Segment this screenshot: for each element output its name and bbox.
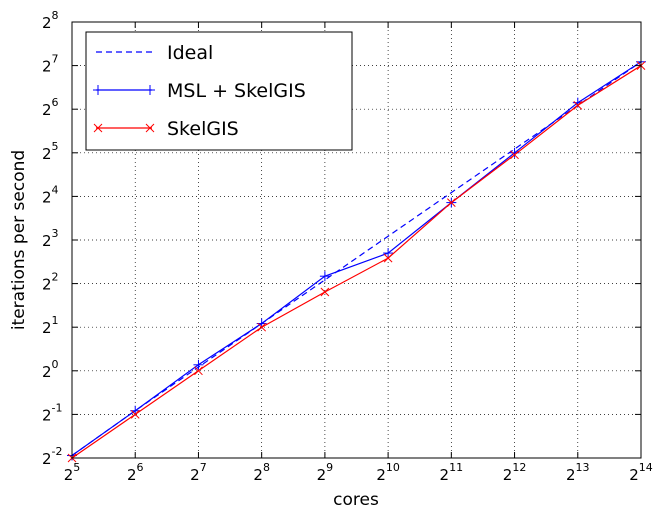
series-line — [71, 65, 642, 459]
legend-entry: SkelGIS — [93, 118, 239, 140]
x-tick-label: 213 — [566, 461, 590, 484]
y-tick-label: 20 — [42, 358, 59, 381]
legend-label: SkelGIS — [167, 118, 239, 140]
series-layer — [67, 56, 646, 463]
series-line — [71, 61, 642, 456]
y-tick-labels: 2-2 2-1 20 21 22 23 24 25 26 27 28 — [42, 9, 63, 468]
y-tick-label: 28 — [42, 9, 59, 32]
data-point — [446, 198, 456, 207]
legend-entry: Ideal — [96, 42, 213, 64]
legend-label: MSL + SkelGIS — [167, 80, 306, 102]
x-axis-label: cores — [333, 490, 379, 510]
y-tick-label: 26 — [42, 96, 59, 119]
y-tick-label: 23 — [42, 227, 59, 250]
y-tick-label: 21 — [42, 314, 59, 337]
data-point — [194, 366, 203, 376]
series-skelgis — [67, 61, 646, 463]
data-point — [573, 101, 583, 110]
legend-entry: MSL + SkelGIS — [93, 80, 306, 102]
y-tick-label: 27 — [42, 53, 59, 76]
x-tick-label: 214 — [629, 461, 653, 484]
data-point — [510, 150, 519, 160]
y-tick-label: 2-2 — [42, 445, 63, 468]
x-tick-label: 212 — [503, 461, 527, 484]
data-point — [320, 287, 330, 297]
x-tick-label: 28 — [253, 461, 270, 484]
y-tick-label: 24 — [42, 183, 59, 206]
x-tick-labels: 25 26 27 28 29 210 211 212 213 214 — [64, 461, 653, 484]
y-tick-label: 2-1 — [42, 401, 63, 424]
y-tick-label: 22 — [42, 271, 59, 294]
y-axis-label: iterations per second — [9, 150, 29, 330]
x-tick-label: 26 — [127, 461, 144, 484]
x-tick-label: 27 — [190, 461, 207, 484]
x-tick-label: 25 — [64, 461, 81, 484]
x-tick-label: 210 — [376, 461, 400, 484]
data-point — [383, 253, 393, 263]
plot-frame — [71, 21, 642, 459]
legend-marker — [93, 123, 103, 133]
y-tick-label: 25 — [42, 140, 59, 163]
legend-label: Ideal — [167, 42, 213, 64]
data-point — [257, 322, 267, 332]
x-tick-label: 29 — [317, 461, 334, 484]
series-line — [71, 61, 642, 456]
legend-marker — [145, 123, 155, 133]
x-tick-label: 211 — [440, 461, 464, 484]
series-ideal — [71, 61, 642, 456]
legend: Ideal MSL + SkelGIS SkelGIS — [85, 31, 353, 151]
data-point — [130, 410, 140, 419]
